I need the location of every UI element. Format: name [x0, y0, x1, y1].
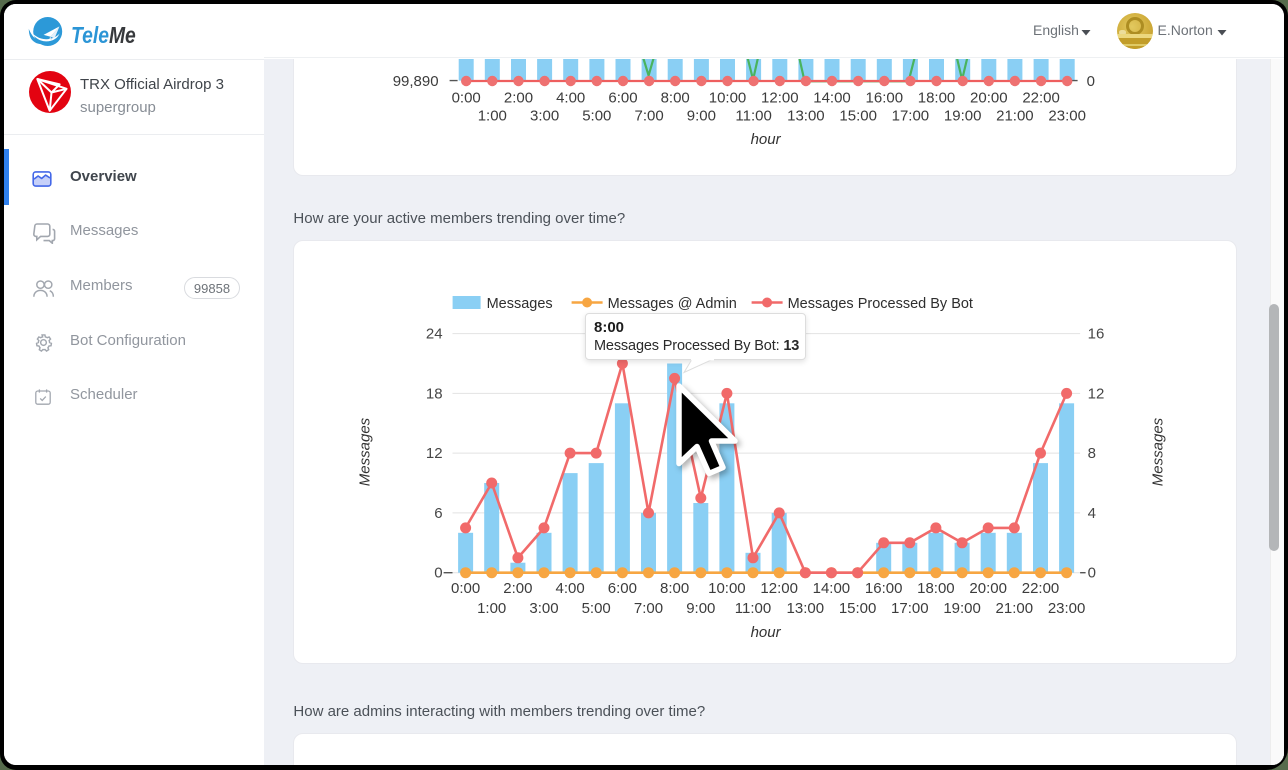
- svg-text:Messages Processed By Bot: Messages Processed By Bot: [788, 296, 973, 312]
- svg-text:17:00: 17:00: [891, 600, 929, 617]
- svg-text:16:00: 16:00: [866, 90, 904, 107]
- svg-text:6:00: 6:00: [609, 90, 638, 107]
- svg-text:17:00: 17:00: [892, 108, 930, 125]
- svg-text:13:00: 13:00: [787, 600, 825, 617]
- svg-text:hour: hour: [751, 131, 782, 148]
- svg-text:5:00: 5:00: [583, 108, 612, 125]
- svg-text:6:00: 6:00: [608, 580, 637, 597]
- svg-text:5:00: 5:00: [582, 600, 611, 617]
- svg-text:13:00: 13:00: [788, 108, 826, 125]
- svg-text:12: 12: [426, 445, 443, 462]
- svg-text:22:00: 22:00: [1022, 580, 1060, 597]
- svg-text:14:00: 14:00: [814, 90, 852, 107]
- svg-text:0:00: 0:00: [451, 580, 480, 597]
- svg-text:0: 0: [1087, 73, 1095, 90]
- svg-text:16:00: 16:00: [865, 580, 903, 597]
- svg-text:Messages: Messages: [487, 296, 553, 312]
- svg-text:12:00: 12:00: [761, 90, 799, 107]
- svg-text:hour: hour: [751, 624, 782, 641]
- svg-text:23:00: 23:00: [1048, 600, 1086, 617]
- svg-text:11:00: 11:00: [736, 108, 772, 125]
- svg-text:2:00: 2:00: [504, 90, 533, 107]
- svg-text:23:00: 23:00: [1049, 108, 1087, 125]
- svg-text:19:00: 19:00: [944, 600, 982, 617]
- svg-text:2:00: 2:00: [504, 580, 533, 597]
- svg-text:9:00: 9:00: [687, 108, 716, 125]
- svg-text:24: 24: [426, 326, 443, 343]
- svg-text:18: 18: [426, 385, 443, 402]
- svg-text:18:00: 18:00: [918, 580, 956, 597]
- svg-text:4:00: 4:00: [556, 580, 585, 597]
- svg-text:8:00: 8:00: [660, 580, 689, 597]
- svg-text:18:00: 18:00: [918, 90, 956, 107]
- svg-text:21:00: 21:00: [996, 600, 1034, 617]
- svg-text:20:00: 20:00: [970, 90, 1008, 107]
- svg-text:19:00: 19:00: [944, 108, 982, 125]
- svg-text:Messages @ Admin: Messages @ Admin: [608, 296, 737, 312]
- svg-text:15:00: 15:00: [839, 600, 877, 617]
- svg-text:9:00: 9:00: [687, 600, 716, 617]
- svg-text:16: 16: [1088, 326, 1105, 343]
- svg-text:12: 12: [1088, 385, 1105, 402]
- svg-text:Messages: Messages: [357, 417, 374, 486]
- svg-text:7:00: 7:00: [634, 600, 663, 617]
- svg-text:20:00: 20:00: [970, 580, 1008, 597]
- svg-text:0: 0: [1088, 565, 1096, 582]
- svg-text:22:00: 22:00: [1023, 90, 1061, 107]
- svg-text:4:00: 4:00: [556, 90, 585, 107]
- svg-text:14:00: 14:00: [813, 580, 851, 597]
- svg-text:99,890: 99,890: [393, 73, 439, 90]
- svg-text:21:00: 21:00: [997, 108, 1035, 125]
- svg-text:0: 0: [435, 565, 443, 582]
- svg-text:Messages: Messages: [1150, 417, 1167, 486]
- svg-text:11:00: 11:00: [735, 600, 771, 617]
- svg-text:8: 8: [1088, 445, 1096, 462]
- svg-text:7:00: 7:00: [635, 108, 664, 125]
- svg-text:1:00: 1:00: [477, 600, 506, 617]
- svg-text:1:00: 1:00: [478, 108, 507, 125]
- svg-text:6: 6: [435, 505, 443, 522]
- svg-text:8:00: 8:00: [661, 90, 690, 107]
- svg-text:10:00: 10:00: [709, 90, 747, 107]
- svg-text:15:00: 15:00: [840, 108, 878, 125]
- svg-text:12:00: 12:00: [761, 580, 799, 597]
- svg-text:3:00: 3:00: [530, 600, 559, 617]
- svg-text:10:00: 10:00: [709, 580, 747, 597]
- svg-text:4: 4: [1088, 505, 1096, 522]
- svg-text:0:00: 0:00: [452, 90, 481, 107]
- svg-text:3:00: 3:00: [530, 108, 559, 125]
